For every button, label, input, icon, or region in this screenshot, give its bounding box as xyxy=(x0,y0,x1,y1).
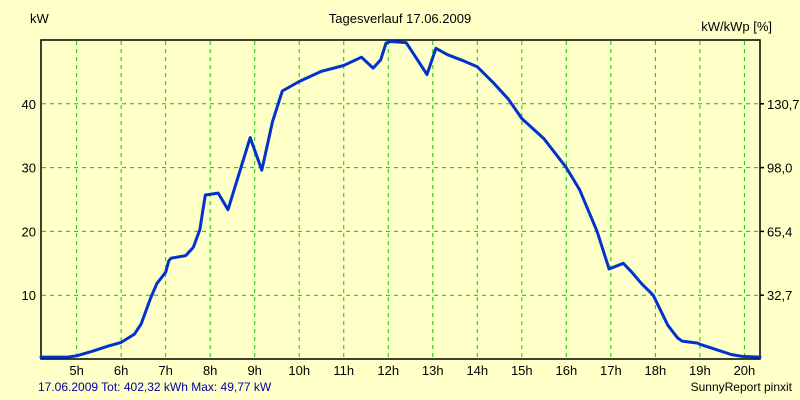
x-tick-label: 6h xyxy=(114,363,128,378)
y-tick-label-left: 40 xyxy=(22,97,36,112)
x-tick-label: 18h xyxy=(645,363,667,378)
y-tick-label-right: 65,4 xyxy=(767,224,792,239)
footer-summary-text: 17.06.2009 Tot: 402,32 kWh Max: 49,77 kW xyxy=(38,380,272,394)
x-tick-label: 9h xyxy=(247,363,261,378)
x-tick-label: 20h xyxy=(734,363,756,378)
x-tick-label: 19h xyxy=(689,363,711,378)
x-tick-label: 13h xyxy=(422,363,444,378)
y-tick-label-left: 30 xyxy=(22,161,36,176)
x-tick-label: 10h xyxy=(288,363,310,378)
x-tick-label: 7h xyxy=(158,363,172,378)
y-axis-right-unit-label: kW/kWp [%] xyxy=(701,19,772,34)
x-tick-label: 11h xyxy=(333,363,354,378)
plot-border xyxy=(40,39,761,360)
x-tick-label: 8h xyxy=(203,363,217,378)
y-tick-label-right: 98,0 xyxy=(767,161,792,176)
y-axis-left-unit-label: kW xyxy=(30,11,49,26)
x-tick-label: 15h xyxy=(511,363,533,378)
y-tick-label-left: 20 xyxy=(22,224,36,239)
y-tick-label-left: 10 xyxy=(22,288,36,303)
y-tick-label-right: 130,7 xyxy=(767,97,800,112)
x-tick-label: 14h xyxy=(466,363,488,378)
x-tick-label: 16h xyxy=(555,363,577,378)
y-tick-label-right: 32,7 xyxy=(767,288,792,303)
x-tick-label: 5h xyxy=(69,363,83,378)
x-tick-label: 17h xyxy=(600,363,622,378)
chart-title: Tagesverlauf 17.06.2009 xyxy=(328,11,472,26)
power-curve xyxy=(39,40,762,359)
x-tick-label: 12h xyxy=(377,363,399,378)
footer-credit-text: SunnyReport pinxit xyxy=(690,380,792,394)
